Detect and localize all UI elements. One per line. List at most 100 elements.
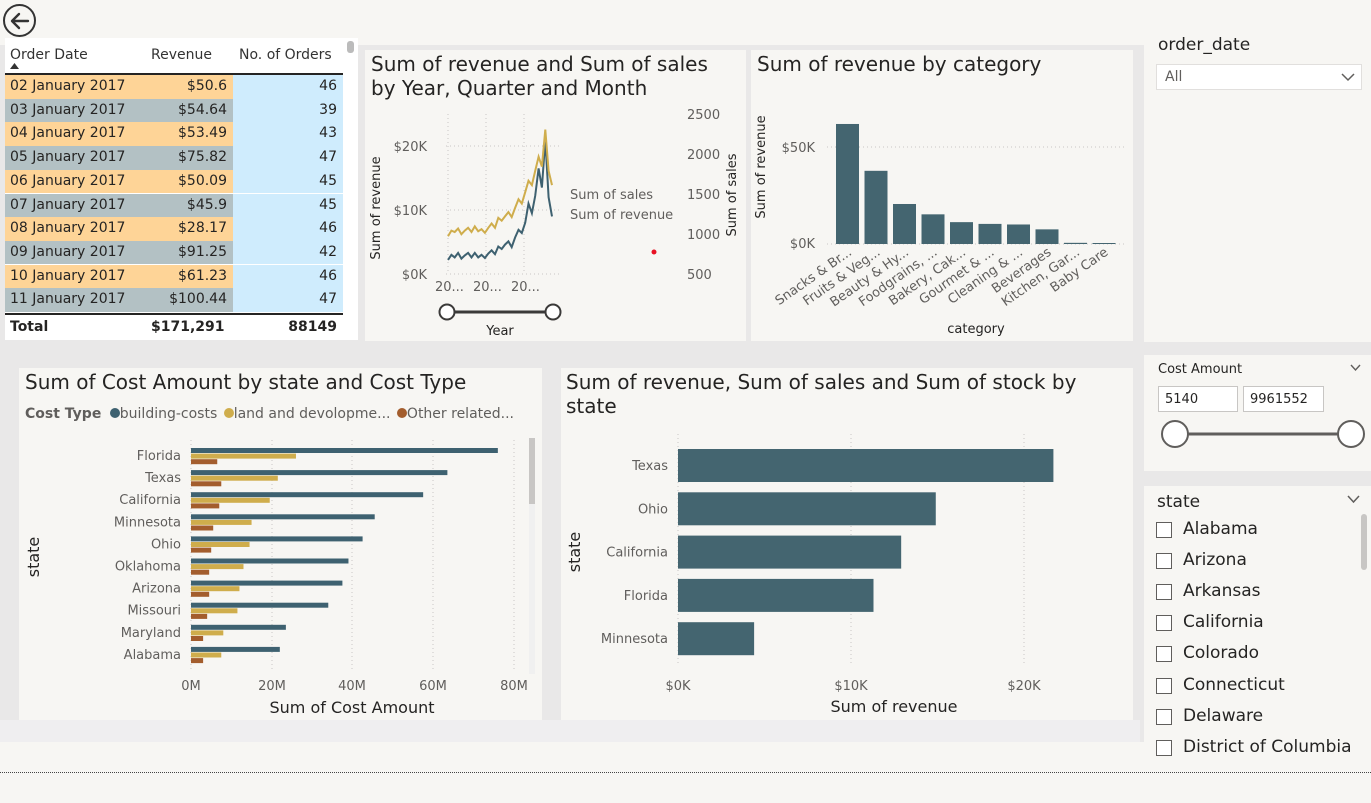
cell-revenue: $100.44	[169, 291, 227, 308]
order-date-dropdown[interactable]: All	[1156, 64, 1362, 90]
state-revenue-chart: $0K $10K $20K Sum of revenue state Texas…	[565, 434, 1054, 716]
category-bar[interactable]	[950, 222, 973, 244]
cost-bar[interactable]	[191, 448, 498, 453]
legend-item[interactable]: land and devolopme...	[233, 406, 391, 422]
series-line[interactable]	[447, 139, 553, 261]
cost-bar[interactable]	[191, 503, 220, 509]
series-line[interactable]	[447, 129, 553, 237]
state-revenue-chart-panel: Sum of revenue, Sum of sales and Sum of …	[561, 368, 1133, 720]
range-slider-start-handle[interactable]	[438, 303, 456, 321]
cost-bar[interactable]	[191, 470, 448, 476]
category-bar[interactable]	[1035, 229, 1059, 244]
category-bar[interactable]	[864, 170, 888, 244]
revenue-bar[interactable]	[678, 535, 902, 569]
cell-order-date: 10 January 2017	[5, 264, 233, 289]
cost-bar[interactable]	[191, 542, 250, 547]
cost-bar[interactable]	[191, 525, 214, 531]
revenue-bar[interactable]	[678, 449, 1054, 482]
cost-bar[interactable]	[191, 624, 286, 630]
cost-bar[interactable]	[191, 658, 204, 664]
slider-max-handle[interactable]	[1337, 420, 1365, 448]
checkbox[interactable]	[1156, 522, 1172, 538]
chevron-down-icon[interactable]	[1350, 364, 1361, 372]
category-bar[interactable]	[978, 223, 1002, 244]
cost-bar[interactable]	[191, 602, 329, 608]
checkbox[interactable]	[1156, 677, 1172, 694]
cost-chart-title: Sum of Cost Amount by state and Cost Typ…	[25, 370, 467, 394]
x-tick: 20...	[435, 280, 464, 295]
cell-orders: 47	[233, 146, 343, 170]
table-row[interactable]: 04 January 2017 43 $53.49	[5, 122, 343, 146]
state-option-label: Connecticut	[1183, 674, 1285, 695]
legend-item[interactable]: building-costs	[119, 406, 218, 422]
revenue-bar[interactable]	[678, 578, 874, 612]
cost-bar[interactable]	[191, 475, 278, 481]
checkbox[interactable]	[1156, 584, 1172, 601]
cost-bar[interactable]	[191, 591, 210, 597]
cost-bar[interactable]	[191, 453, 296, 459]
x-axis-label: Year	[485, 324, 514, 339]
checkbox[interactable]	[1156, 739, 1172, 756]
table-row[interactable]: 09 January 2017 42 $91.25	[5, 240, 343, 265]
cost-bar[interactable]	[191, 652, 222, 658]
category-bar[interactable]	[1007, 224, 1030, 244]
cost-bar[interactable]	[191, 536, 363, 542]
cost-bar[interactable]	[191, 481, 222, 487]
back-button[interactable]	[3, 4, 36, 37]
checkbox[interactable]	[1156, 615, 1172, 632]
revenue-bar[interactable]	[678, 492, 936, 526]
category-chart-panel: Sum of revenue by category $50K $0K Sum …	[751, 50, 1133, 341]
checkbox[interactable]	[1156, 708, 1172, 725]
category-bar[interactable]	[1092, 243, 1116, 244]
cost-bar[interactable]	[191, 514, 375, 520]
table-row[interactable]: 07 January 2017 45 $45.9	[5, 193, 343, 218]
cost-bar[interactable]	[191, 630, 224, 636]
chart-scroll-thumb[interactable]	[529, 438, 535, 504]
cost-bar[interactable]	[191, 580, 343, 586]
cost-bar[interactable]	[191, 636, 204, 641]
checkbox[interactable]	[1156, 553, 1172, 570]
chart-scroll-track[interactable]	[529, 438, 535, 674]
cost-bar[interactable]	[191, 497, 270, 503]
table-row[interactable]: 10 January 2017 46 $61.23	[5, 264, 343, 289]
y-right-tick: 500	[687, 268, 712, 283]
table-scrollbar[interactable]	[347, 41, 354, 53]
cost-bar[interactable]	[191, 613, 208, 619]
cost-bar[interactable]	[191, 569, 210, 575]
revenue-bar[interactable]	[678, 622, 755, 656]
category-bar[interactable]	[921, 214, 945, 244]
cost-bar[interactable]	[191, 492, 424, 498]
cost-chart-panel: Sum of Cost Amount by state and Cost Typ…	[19, 368, 542, 720]
cost-bar[interactable]	[191, 646, 280, 652]
table-row[interactable]: 08 January 2017 46 $28.17	[5, 217, 343, 241]
checkbox[interactable]	[1156, 646, 1172, 663]
chevron-down-icon[interactable]	[1347, 495, 1360, 504]
category-bar[interactable]	[1064, 242, 1087, 244]
table-row[interactable]: 03 January 2017 39 $54.64	[5, 98, 343, 123]
y-tick: $0K	[790, 237, 816, 252]
slider-min-handle[interactable]	[1161, 420, 1189, 448]
cost-bar[interactable]	[191, 564, 244, 570]
table-row[interactable]: 06 January 2017 45 $50.09	[5, 169, 343, 194]
cost-amount-max-input[interactable]: 9961552	[1243, 386, 1324, 412]
cost-bar[interactable]	[191, 586, 240, 592]
header-revenue[interactable]: Revenue	[151, 47, 212, 63]
cost-amount-min-input[interactable]: 5140	[1158, 386, 1238, 412]
total-orders: 88149	[288, 319, 337, 335]
table-row[interactable]: 11 January 2017 47 $100.44	[5, 288, 343, 312]
legend-item[interactable]: Other related...	[406, 406, 514, 422]
cost-bar[interactable]	[191, 547, 212, 553]
cost-bar[interactable]	[191, 558, 349, 564]
range-slider-end-handle[interactable]	[544, 303, 562, 321]
category-bar[interactable]	[836, 123, 859, 244]
table-row[interactable]: 05 January 2017 47 $75.82	[5, 146, 343, 170]
header-order-date[interactable]: Order Date	[10, 47, 88, 63]
cost-bar[interactable]	[191, 459, 218, 465]
cost-bar[interactable]	[191, 519, 252, 525]
cost-bar[interactable]	[191, 608, 238, 614]
category-bar[interactable]	[893, 203, 916, 244]
header-orders[interactable]: No. of Orders	[239, 47, 332, 63]
state-list-scrollbar[interactable]	[1361, 514, 1367, 570]
y-axis-label: state	[24, 537, 43, 578]
table-row[interactable]: 02 January 2017 46 $50.6	[5, 75, 343, 99]
